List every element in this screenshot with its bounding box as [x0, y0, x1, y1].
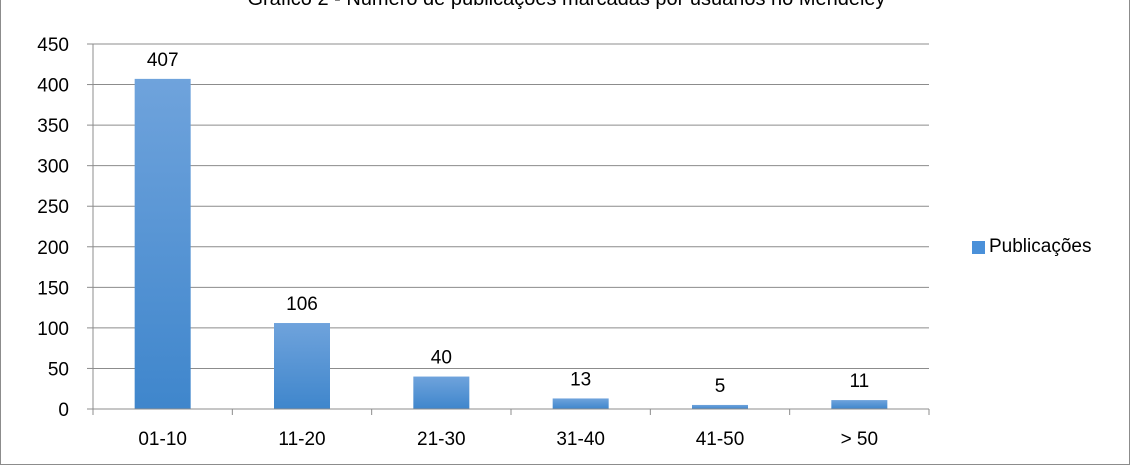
data-label: 5 — [715, 376, 726, 397]
y-tick-label: 50 — [48, 359, 69, 380]
data-label: 407 — [147, 50, 179, 71]
y-tick-label: 250 — [37, 197, 69, 218]
y-tick-label: 350 — [37, 116, 69, 137]
y-tick-label: 300 — [37, 157, 69, 178]
x-tick-label: 11-20 — [278, 429, 325, 450]
data-label: 106 — [286, 294, 318, 315]
data-label: 40 — [431, 348, 452, 369]
bar — [692, 404, 748, 409]
legend-label: Publicações — [989, 236, 1092, 257]
y-tick-label: 400 — [37, 76, 69, 97]
x-tick-label: 01-10 — [138, 429, 187, 450]
data-label: 11 — [849, 371, 869, 392]
data-label: 13 — [570, 369, 591, 390]
chart-title: Gráfico 2 - Número de publicações marcad… — [0, 0, 1133, 11]
bar — [274, 323, 330, 409]
x-tick-label: 21-30 — [417, 429, 466, 450]
bar — [134, 78, 191, 409]
x-tick-label: > 50 — [841, 429, 879, 450]
y-tick-label: 100 — [37, 319, 69, 340]
x-tick-label: 41-50 — [696, 429, 745, 450]
y-tick-label: 200 — [37, 238, 69, 259]
bar — [552, 398, 609, 409]
legend-swatch — [972, 240, 985, 254]
y-tick-label: 0 — [58, 400, 69, 421]
bar — [413, 376, 470, 409]
y-tick-label: 150 — [37, 278, 69, 299]
y-tick-label: 450 — [37, 35, 69, 56]
x-tick-label: 31-40 — [556, 429, 605, 450]
legend: Publicações — [972, 236, 1091, 258]
bar — [831, 400, 888, 409]
